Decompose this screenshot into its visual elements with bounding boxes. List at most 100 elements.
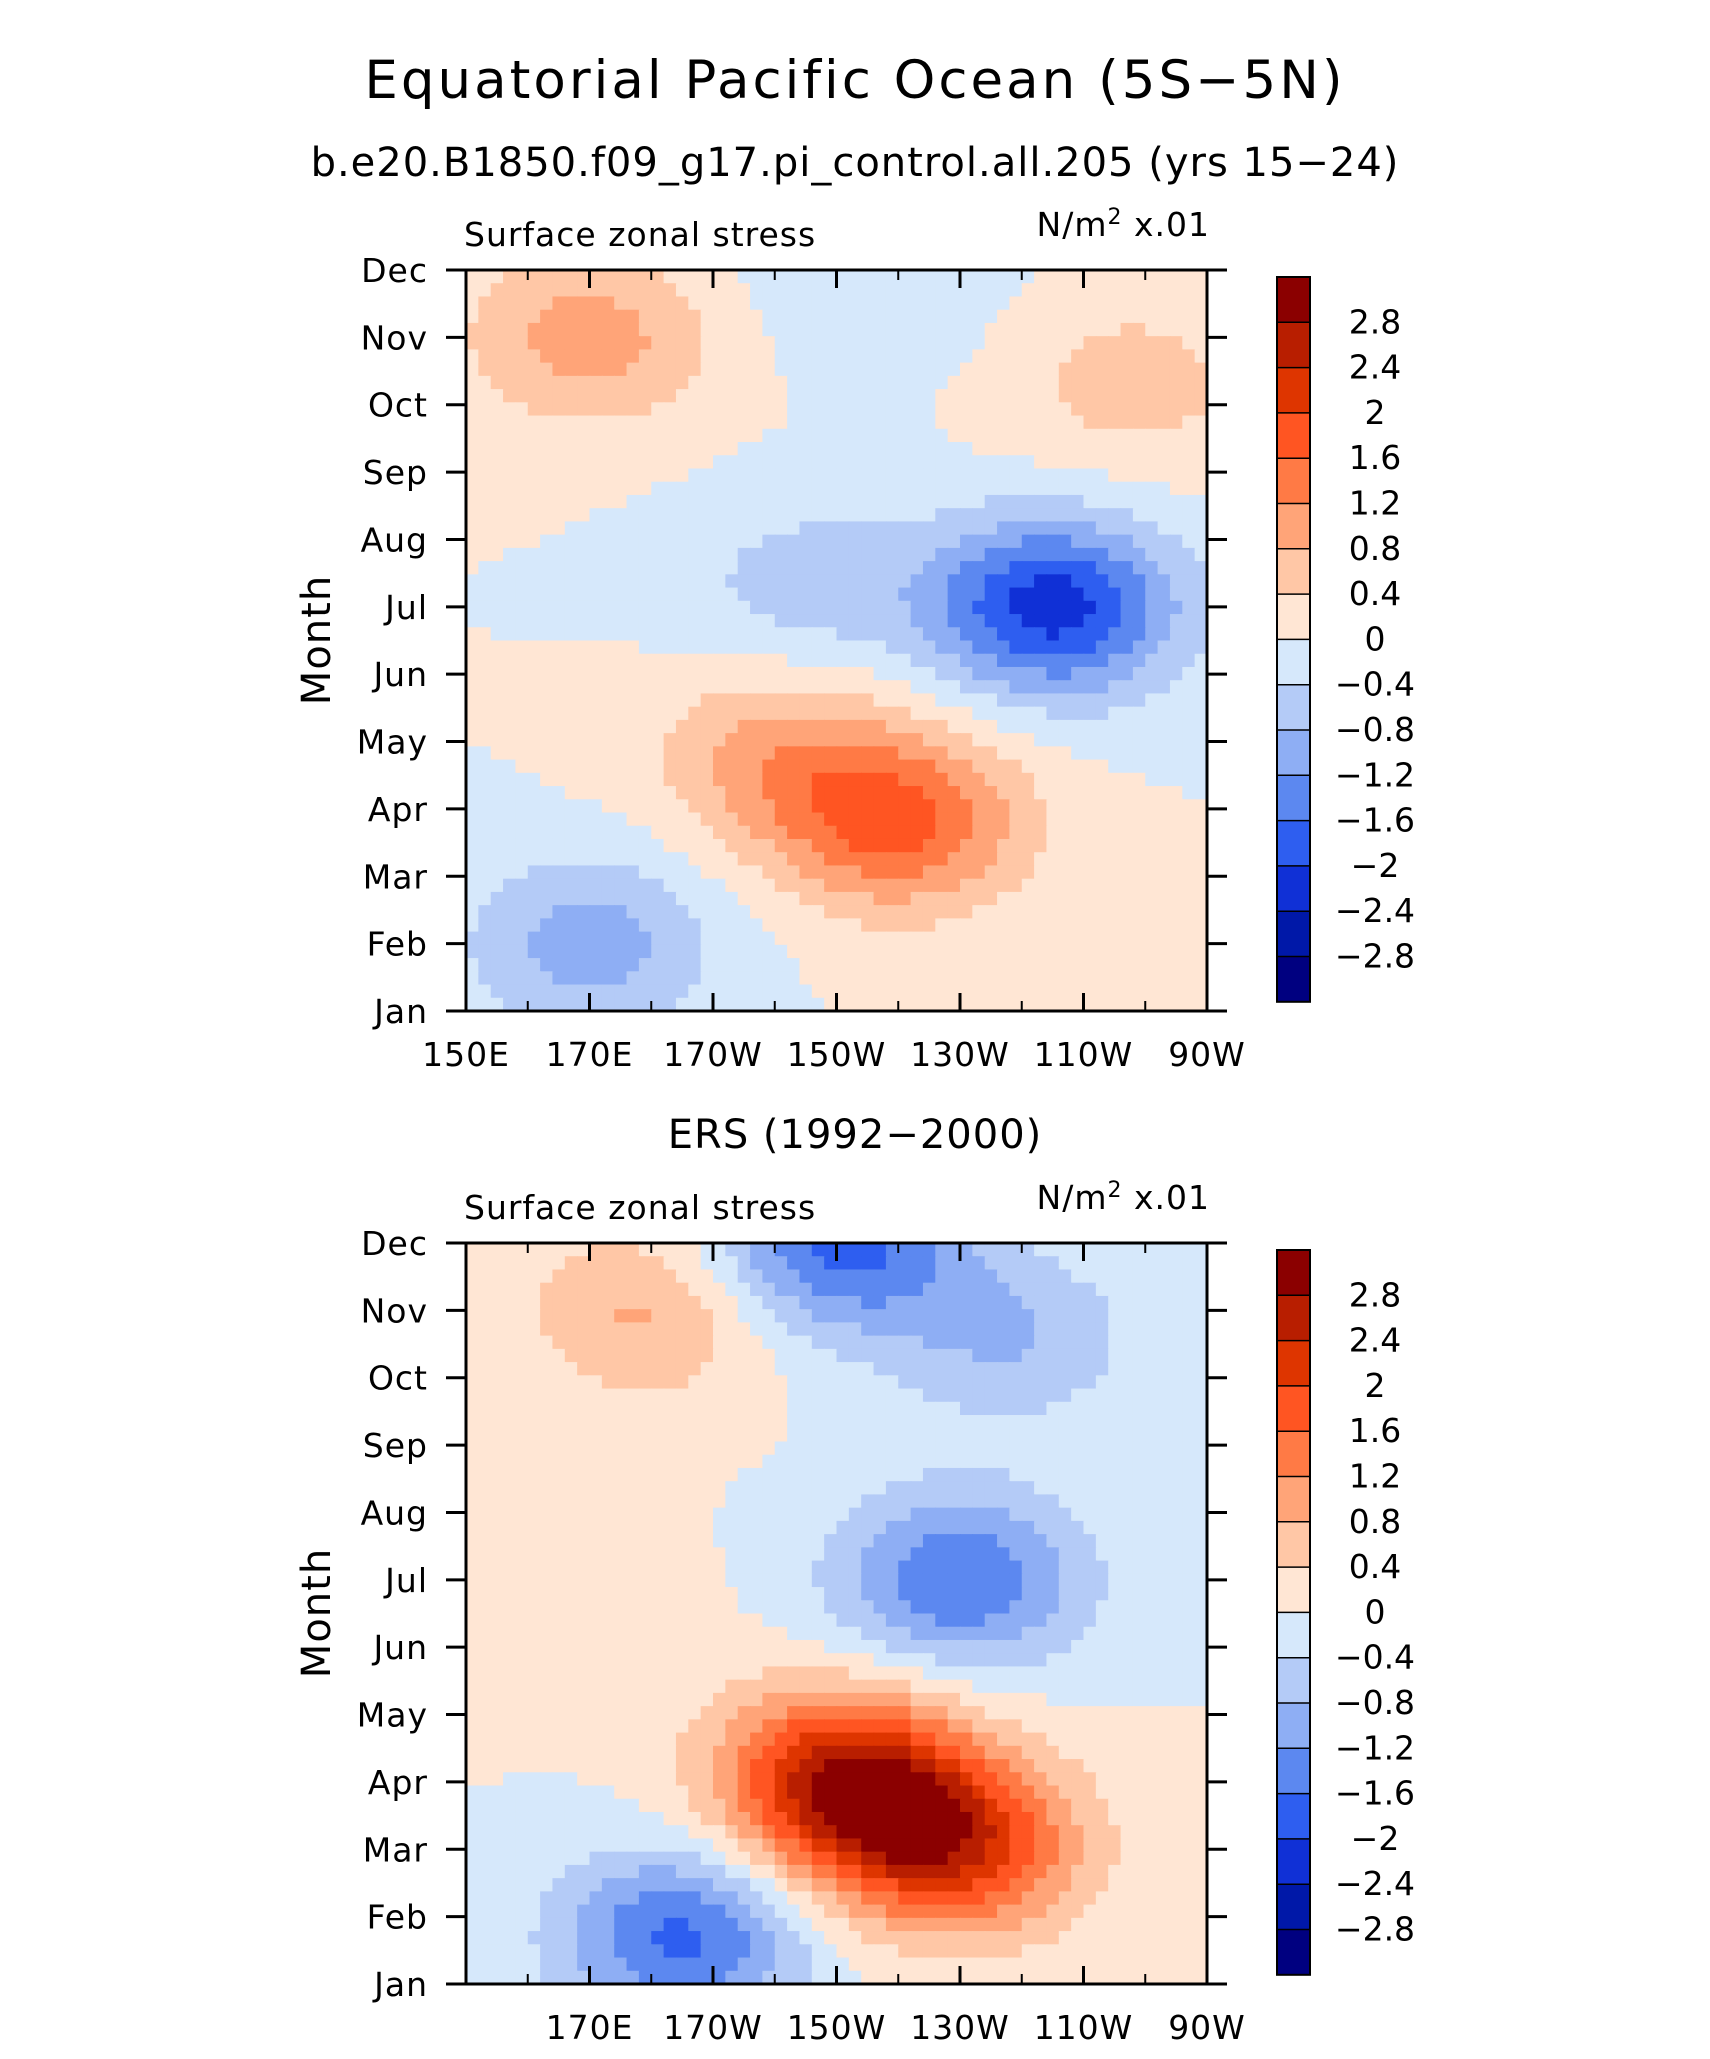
- heatmap-cell: [490, 402, 504, 417]
- heatmap-cell: [601, 852, 615, 867]
- heatmap-cell: [1071, 428, 1085, 443]
- heatmap-cell: [1095, 1269, 1109, 1284]
- panel2-title: ERS (1992−2000): [668, 1112, 1043, 1158]
- heatmap-cell: [848, 1428, 862, 1443]
- heatmap-cell: [885, 1481, 900, 1496]
- heatmap-cell: [540, 627, 554, 642]
- heatmap-cell: [910, 852, 924, 867]
- heatmap-cell: [713, 931, 727, 946]
- heatmap-cell: [861, 481, 875, 496]
- heatmap-cell: [638, 1335, 653, 1350]
- heatmap-cell: [577, 693, 591, 708]
- heatmap-cell: [762, 1454, 776, 1469]
- heatmap-cell: [1169, 1560, 1184, 1575]
- heatmap-cell: [935, 600, 949, 615]
- heatmap-cell: [787, 415, 801, 430]
- heatmap-cell: [1021, 944, 1035, 959]
- heatmap-cell: [564, 984, 578, 999]
- heatmap-cell: [885, 1362, 900, 1377]
- heatmap-cell: [490, 997, 504, 1011]
- heatmap-cell: [490, 971, 504, 986]
- heatmap-cell: [972, 1375, 986, 1390]
- heatmap-cell: [1132, 389, 1147, 404]
- heatmap-cell: [922, 971, 937, 986]
- heatmap-cell: [737, 627, 751, 642]
- heatmap-cell: [466, 1428, 480, 1443]
- heatmap-cell: [1120, 1269, 1134, 1284]
- heatmap-cell: [515, 1494, 529, 1509]
- heatmap-cell: [836, 878, 850, 893]
- heatmap-cell: [836, 680, 850, 695]
- heatmap-cell: [503, 442, 517, 457]
- heatmap-cell: [873, 852, 887, 867]
- heatmap-cell: [997, 1415, 1011, 1430]
- heatmap-cell: [836, 1507, 850, 1522]
- heatmap-cell: [1169, 799, 1184, 814]
- heatmap-cell: [1083, 1507, 1097, 1522]
- heatmap-cell: [799, 283, 813, 298]
- heatmap-cell: [811, 574, 825, 589]
- heatmap-cell: [626, 561, 640, 576]
- heatmap-cell: [1157, 746, 1171, 761]
- heatmap-cell: [1132, 878, 1147, 893]
- colorbar-swatch: [1277, 322, 1310, 369]
- heatmap-cell: [1021, 1282, 1035, 1297]
- heatmap-cell: [762, 587, 776, 602]
- heatmap-cell: [503, 878, 517, 893]
- heatmap-cell: [540, 614, 554, 629]
- heatmap-cell: [885, 1269, 900, 1284]
- heatmap-cell: [1009, 733, 1023, 748]
- heatmap-cell: [947, 1428, 961, 1443]
- heatmap-cell: [848, 389, 862, 404]
- heatmap-cell: [552, 600, 566, 615]
- heatmap-cell: [1145, 653, 1159, 668]
- heatmap-cell: [1182, 336, 1196, 351]
- heatmap-cell: [774, 706, 788, 721]
- heatmap-cell: [1120, 1454, 1134, 1469]
- heatmap-cell: [898, 786, 912, 801]
- heatmap-cell: [947, 865, 961, 880]
- heatmap-cell: [540, 1335, 554, 1350]
- heatmap-cell: [1120, 1362, 1134, 1377]
- heatmap-cell: [1095, 521, 1109, 536]
- heatmap-cell: [737, 1560, 751, 1575]
- heatmap-cell: [1046, 1375, 1060, 1390]
- heatmap-cell: [972, 481, 986, 496]
- heatmap-cell: [984, 971, 998, 986]
- heatmap-cell: [1021, 905, 1035, 920]
- heatmap-cell: [1169, 786, 1184, 801]
- heatmap-cell: [1194, 309, 1207, 324]
- heatmap-cell: [490, 1534, 504, 1549]
- colorbar-swatch: [1277, 639, 1310, 686]
- heatmap-cell: [947, 283, 961, 298]
- heatmap-cell: [1108, 693, 1122, 708]
- heatmap-cell: [1194, 812, 1207, 827]
- heatmap-cell: [725, 653, 739, 668]
- heatmap-cell: [503, 1401, 517, 1416]
- heatmap-cell: [1157, 905, 1171, 920]
- heatmap-cell: [688, 1362, 702, 1377]
- heatmap-cell: [799, 693, 813, 708]
- heatmap-cell: [1021, 693, 1035, 708]
- heatmap-cell: [713, 309, 727, 324]
- figure-title: Equatorial Pacific Ocean (5S−5N): [364, 50, 1345, 111]
- heatmap-cell: [601, 508, 615, 523]
- heatmap-cell: [688, 402, 702, 417]
- heatmap-cell: [1182, 322, 1196, 337]
- heatmap-cell: [466, 838, 480, 854]
- heatmap-cell: [861, 1560, 875, 1575]
- heatmap-cell: [663, 627, 677, 642]
- heatmap-cell: [527, 1269, 541, 1284]
- heatmap-cell: [922, 375, 937, 390]
- heatmap-cell: [848, 1481, 862, 1496]
- heatmap-cell: [638, 971, 653, 986]
- heatmap-cell: [910, 918, 924, 933]
- heatmap-cell: [1021, 997, 1035, 1011]
- heatmap-cell: [675, 375, 690, 390]
- heatmap-cell: [700, 428, 714, 443]
- heatmap-cell: [688, 1534, 702, 1549]
- heatmap-cell: [836, 600, 850, 615]
- heatmap-cell: [972, 1467, 986, 1482]
- heatmap-cell: [651, 1256, 665, 1271]
- heatmap-cell: [811, 680, 825, 695]
